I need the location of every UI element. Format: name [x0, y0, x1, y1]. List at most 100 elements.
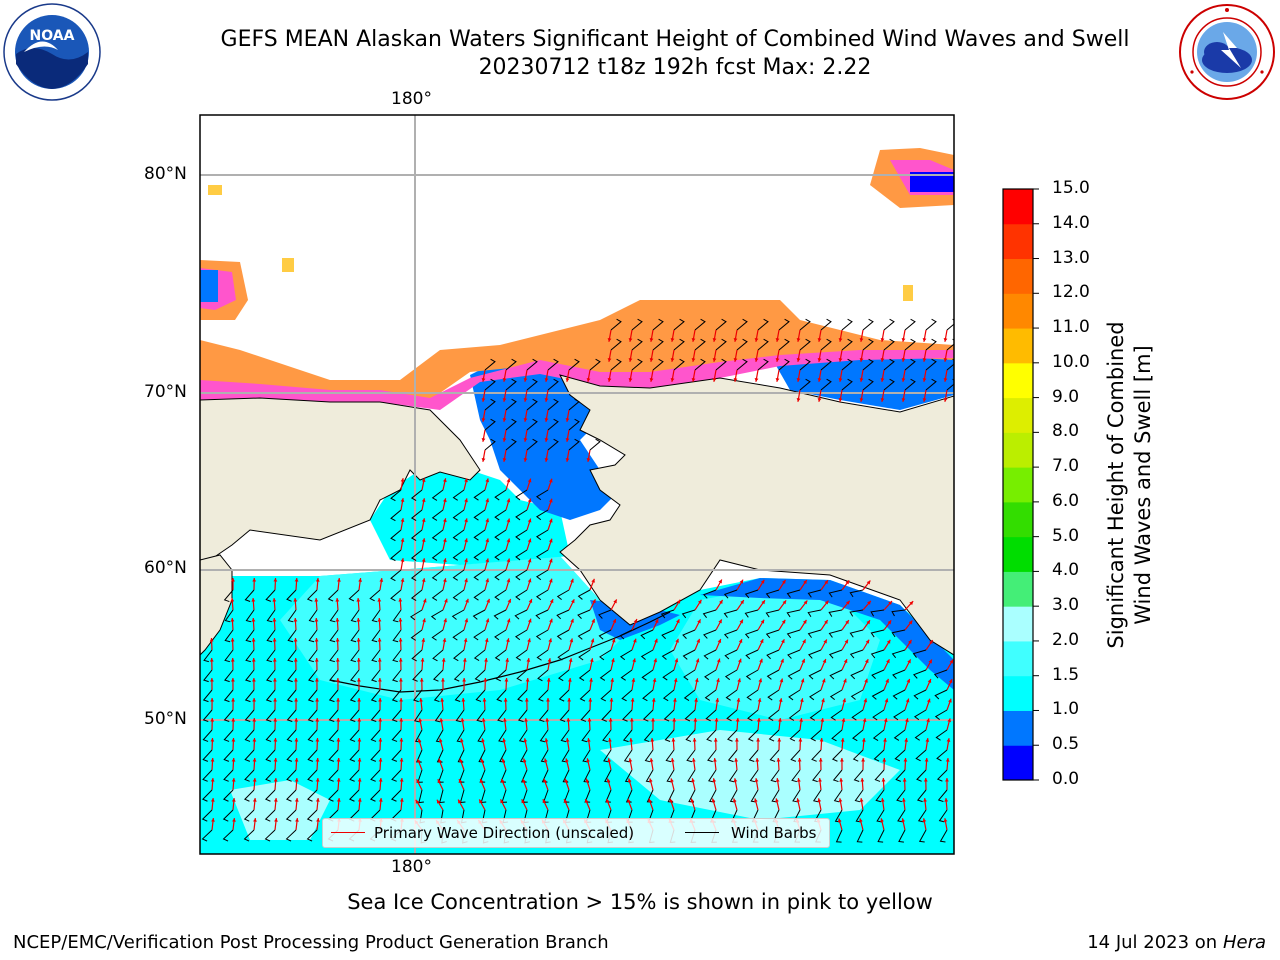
- wind-barb: [665, 749, 675, 763]
- wave-arrow-head: [484, 658, 488, 662]
- lat-label-60: 60°N: [144, 558, 187, 578]
- wind-barb: [451, 609, 465, 620]
- wave-arrow-head: [586, 378, 591, 382]
- wind-barb: [623, 749, 633, 763]
- wave-arrow-head: [357, 698, 361, 702]
- wave-arrow-head: [901, 818, 906, 823]
- wave-arrow-head: [712, 338, 717, 342]
- wave-arrow-head: [802, 639, 806, 644]
- wave-arrow-head: [629, 738, 634, 742]
- wave-arrow-head: [295, 818, 299, 822]
- wave-arrow-head: [943, 358, 948, 362]
- wind-barb: [578, 649, 591, 661]
- wave-arrow-head: [252, 798, 257, 802]
- wind-barb: [601, 709, 612, 722]
- wind-barb: [371, 649, 381, 663]
- wind-barb: [640, 649, 654, 660]
- wave-arrow-head: [465, 598, 469, 603]
- wind-barb: [535, 609, 549, 620]
- wave-arrow-head: [716, 678, 720, 683]
- wind-barb: [243, 809, 255, 822]
- wind-barb: [536, 649, 549, 661]
- wind-barb: [244, 589, 255, 602]
- wind-barb: [744, 629, 759, 639]
- wind-barb: [891, 629, 906, 638]
- wave-arrow-head: [481, 718, 486, 722]
- wind-barb: [914, 729, 927, 741]
- wave-arrow-head: [759, 639, 764, 644]
- colorbar-bin: [1003, 432, 1033, 468]
- wind-barb: [789, 729, 801, 742]
- wave-arrow-head: [230, 638, 235, 642]
- wind-barb: [854, 789, 864, 803]
- colorbar-tick-label: 10.0: [1052, 351, 1090, 372]
- wave-arrow-head: [859, 398, 864, 402]
- colorbar-bin: [1003, 223, 1033, 260]
- wind-barb: [526, 358, 538, 371]
- wave-arrow-head: [943, 818, 948, 822]
- wave-arrow-head: [399, 758, 404, 762]
- wind-barb: [652, 338, 664, 351]
- wave-arrow-head: [650, 738, 655, 742]
- wind-barb: [841, 378, 853, 391]
- wave-arrow-head: [670, 778, 674, 783]
- wind-barb: [265, 789, 276, 802]
- wind-barb: [766, 669, 780, 680]
- wave-arrow-head: [737, 678, 741, 683]
- wave-arrow-head: [544, 438, 549, 442]
- wave-arrow-head: [549, 599, 554, 604]
- wave-arrow-head: [564, 778, 569, 783]
- wind-barb: [558, 689, 570, 702]
- wave-arrow-head: [252, 698, 256, 702]
- wind-barb: [535, 549, 549, 561]
- wave-arrow-head: [843, 678, 847, 683]
- wave-arrow-head: [210, 738, 215, 742]
- wave-arrow-head: [314, 598, 319, 602]
- lat-label-80: 80°N: [144, 164, 187, 184]
- wind-barb: [828, 649, 843, 659]
- wind-barb: [875, 789, 885, 803]
- wind-barb: [749, 769, 759, 783]
- wind-barb: [516, 669, 528, 682]
- wave-arrow-head: [479, 799, 483, 804]
- wave-arrow-head: [419, 678, 424, 682]
- wind-barb: [265, 769, 276, 782]
- wave-arrow-head: [420, 658, 425, 662]
- wave-arrow-head: [781, 579, 786, 584]
- wave-arrow-head: [719, 599, 723, 604]
- wind-barb: [874, 769, 885, 782]
- wind-barb: [894, 749, 906, 762]
- wave-arrow-head: [293, 598, 298, 602]
- wind-barb: [547, 418, 559, 431]
- wave-arrow-head: [356, 598, 361, 602]
- wind-barb: [264, 809, 276, 822]
- wind-barb: [872, 729, 885, 742]
- wind-barb: [769, 749, 780, 762]
- wave-arrow-head: [796, 338, 801, 342]
- wave-arrow-head: [251, 598, 256, 602]
- wind-barb: [244, 789, 255, 802]
- wave-arrow-head: [481, 738, 485, 743]
- wind-barb: [496, 689, 507, 702]
- wind-barb: [348, 589, 360, 602]
- wind-barb: [895, 769, 906, 782]
- wind-barb: [765, 589, 780, 599]
- wind-barb: [925, 358, 937, 371]
- wind-barb: [329, 669, 339, 683]
- wave-arrow-head: [273, 798, 278, 802]
- wind-barb: [505, 438, 517, 451]
- wind-barb: [873, 749, 885, 762]
- wind-barb: [306, 589, 318, 602]
- wind-barb: [539, 729, 549, 743]
- wind-barb: [603, 749, 612, 763]
- wind-barb: [744, 609, 759, 618]
- wave-arrow-head: [761, 600, 765, 605]
- wave-arrow-head: [798, 738, 803, 742]
- wave-arrow-head: [949, 659, 953, 664]
- wave-arrow-head: [676, 599, 681, 604]
- wave-arrow-head: [356, 618, 361, 622]
- wind-barb: [285, 829, 297, 842]
- wave-arrow-head: [272, 598, 277, 602]
- wave-arrow-head: [336, 718, 341, 722]
- wave-arrow-head: [485, 538, 490, 543]
